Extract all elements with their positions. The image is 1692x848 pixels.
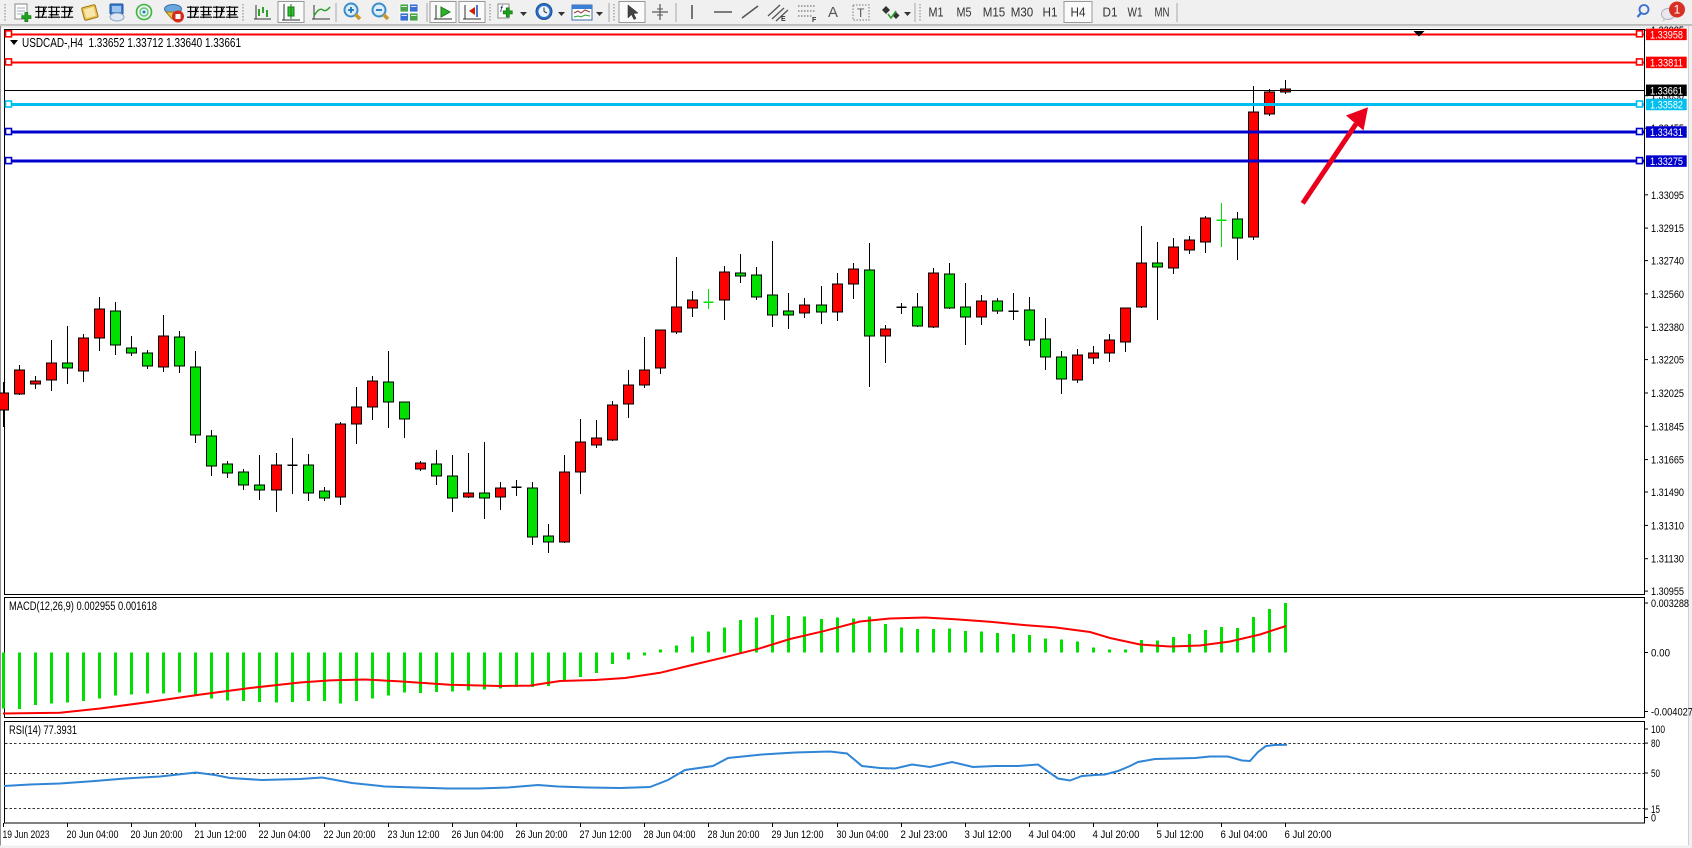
svg-text:1.32915: 1.32915 <box>1651 223 1684 235</box>
svg-text:1.33095: 1.33095 <box>1651 190 1684 202</box>
svg-text:0.003288: 0.003288 <box>1651 598 1689 610</box>
svg-text:1.31665: 1.31665 <box>1651 455 1684 467</box>
svg-text:1.33431: 1.33431 <box>1650 127 1683 139</box>
svg-text:M1: M1 <box>929 6 944 20</box>
svg-text:H1: H1 <box>1043 6 1058 20</box>
svg-text:50: 50 <box>1651 768 1660 780</box>
svg-text:E: E <box>781 16 786 23</box>
svg-text:22 Jun 20:00: 22 Jun 20:00 <box>324 829 376 841</box>
svg-text:0.00: 0.00 <box>1651 648 1670 660</box>
svg-text:19 Jun 2023: 19 Jun 2023 <box>3 829 50 841</box>
svg-text:23 Jun 12:00: 23 Jun 12:00 <box>388 829 440 841</box>
svg-text:T: T <box>857 6 865 20</box>
svg-text:80: 80 <box>1651 738 1660 750</box>
svg-text:2 Jul 23:00: 2 Jul 23:00 <box>901 829 948 841</box>
svg-text:15: 15 <box>1651 804 1660 816</box>
svg-text:0: 0 <box>1651 813 1656 825</box>
svg-text:M5: M5 <box>957 6 972 20</box>
svg-text:1: 1 <box>1674 3 1681 17</box>
svg-text:5 Jul 12:00: 5 Jul 12:00 <box>1157 829 1204 841</box>
svg-text:27 Jun 12:00: 27 Jun 12:00 <box>580 829 632 841</box>
svg-text:M30: M30 <box>1011 6 1034 20</box>
svg-text:4 Jul 20:00: 4 Jul 20:00 <box>1093 829 1140 841</box>
svg-text:20 Jun 20:00: 20 Jun 20:00 <box>131 829 183 841</box>
svg-text:1.33661: 1.33661 <box>1650 85 1683 97</box>
svg-text:29 Jun 12:00: 29 Jun 12:00 <box>772 829 824 841</box>
svg-text:28 Jun 04:00: 28 Jun 04:00 <box>644 829 696 841</box>
svg-text:1.32560: 1.32560 <box>1651 289 1684 301</box>
svg-text:USDCAD-,H4 1.33652 1.33712 1.: USDCAD-,H4 1.33652 1.33712 1.33640 1.336… <box>22 35 241 50</box>
svg-text:1.33811: 1.33811 <box>1650 57 1683 69</box>
svg-text:100: 100 <box>1651 724 1665 736</box>
svg-text:M15: M15 <box>983 6 1006 20</box>
svg-text:20 Jun 04:00: 20 Jun 04:00 <box>67 829 119 841</box>
svg-text:1.31845: 1.31845 <box>1651 421 1684 433</box>
svg-text:W1: W1 <box>1128 6 1143 20</box>
svg-text:1.31490: 1.31490 <box>1651 487 1684 499</box>
svg-text:1.30955: 1.30955 <box>1651 586 1684 598</box>
svg-text:3 Jul 12:00: 3 Jul 12:00 <box>965 829 1012 841</box>
svg-text:26 Jun 04:00: 26 Jun 04:00 <box>452 829 504 841</box>
svg-text:1.31130: 1.31130 <box>1651 554 1684 566</box>
svg-text:28 Jun 20:00: 28 Jun 20:00 <box>708 829 760 841</box>
svg-text:A: A <box>828 4 838 21</box>
svg-text:1.33275: 1.33275 <box>1650 156 1683 168</box>
svg-text:1.32380: 1.32380 <box>1651 322 1684 334</box>
svg-text:21 Jun 12:00: 21 Jun 12:00 <box>195 829 247 841</box>
svg-text:1.32025: 1.32025 <box>1651 388 1684 400</box>
svg-text:D1: D1 <box>1103 6 1118 20</box>
svg-text:-0.004027: -0.004027 <box>1651 707 1692 719</box>
svg-text:1.31310: 1.31310 <box>1651 520 1684 532</box>
svg-text:6 Jul 20:00: 6 Jul 20:00 <box>1285 829 1332 841</box>
svg-text:22 Jun 04:00: 22 Jun 04:00 <box>259 829 311 841</box>
svg-text:1.32740: 1.32740 <box>1651 256 1684 268</box>
svg-text:30 Jun 04:00: 30 Jun 04:00 <box>837 829 889 841</box>
svg-text:1.33582: 1.33582 <box>1650 100 1683 112</box>
svg-text:f: f <box>500 4 504 14</box>
svg-text:1.32205: 1.32205 <box>1651 355 1684 367</box>
svg-text:1.33958: 1.33958 <box>1650 29 1683 41</box>
svg-text:6 Jul 04:00: 6 Jul 04:00 <box>1221 829 1268 841</box>
svg-text:F: F <box>812 17 817 24</box>
svg-text:4 Jul 04:00: 4 Jul 04:00 <box>1029 829 1076 841</box>
svg-text:RSI(14) 77.3931: RSI(14) 77.3931 <box>9 725 77 737</box>
svg-text:H4: H4 <box>1071 6 1086 20</box>
svg-text:MACD(12,26,9) 0.002955 0.00161: MACD(12,26,9) 0.002955 0.001618 <box>9 601 157 613</box>
svg-text:MN: MN <box>1155 6 1170 20</box>
svg-text:26 Jun 20:00: 26 Jun 20:00 <box>516 829 568 841</box>
